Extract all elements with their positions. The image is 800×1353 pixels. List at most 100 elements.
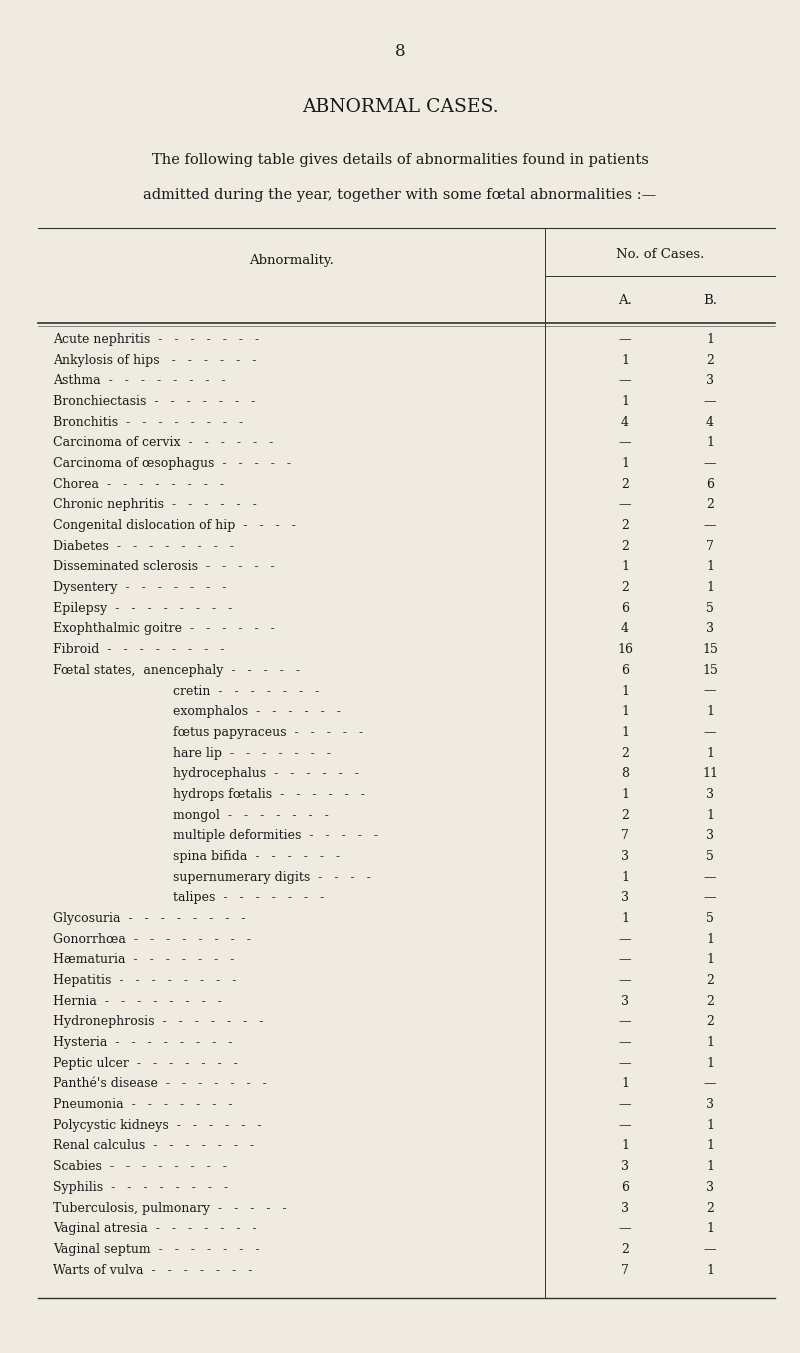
Text: 1: 1 (621, 912, 629, 925)
Text: —: — (704, 870, 716, 884)
Text: Epilepsy  -   -   -   -   -   -   -   -: Epilepsy - - - - - - - - (53, 602, 232, 614)
Text: hare lip  -   -   -   -   -   -   -: hare lip - - - - - - - (173, 747, 331, 759)
Text: —: — (704, 725, 716, 739)
Text: 2: 2 (621, 747, 629, 759)
Text: 6: 6 (621, 664, 629, 676)
Text: 1: 1 (621, 395, 629, 409)
Text: 3: 3 (621, 892, 629, 904)
Text: 1: 1 (621, 1077, 629, 1091)
Text: supernumerary digits  -   -   -   -: supernumerary digits - - - - (173, 870, 370, 884)
Text: 16: 16 (617, 643, 633, 656)
Text: 1: 1 (621, 1139, 629, 1153)
Text: 3: 3 (621, 994, 629, 1008)
Text: 2: 2 (706, 1015, 714, 1028)
Text: 1: 1 (621, 353, 629, 367)
Text: —: — (618, 932, 631, 946)
Text: 6: 6 (706, 478, 714, 491)
Text: —: — (618, 1036, 631, 1049)
Text: —: — (618, 974, 631, 988)
Text: —: — (618, 1119, 631, 1132)
Text: ABNORMAL CASES.: ABNORMAL CASES. (302, 97, 498, 116)
Text: Fœtal states,  anencephaly  -   -   -   -   -: Fœtal states, anencephaly - - - - - (53, 664, 300, 676)
Text: —: — (618, 437, 631, 449)
Text: 7: 7 (621, 829, 629, 843)
Text: 3: 3 (706, 1099, 714, 1111)
Text: 3: 3 (706, 622, 714, 636)
Text: 1: 1 (706, 437, 714, 449)
Text: —: — (618, 333, 631, 346)
Text: 1: 1 (706, 954, 714, 966)
Text: —: — (618, 1099, 631, 1111)
Text: —: — (704, 685, 716, 698)
Text: 1: 1 (706, 580, 714, 594)
Text: 1: 1 (706, 333, 714, 346)
Text: Panthé's disease  -   -   -   -   -   -   -: Panthé's disease - - - - - - - (53, 1077, 266, 1091)
Text: 1: 1 (706, 1057, 714, 1070)
Text: 1: 1 (706, 1160, 714, 1173)
Text: 1: 1 (706, 705, 714, 718)
Text: Carcinoma of cervix  -   -   -   -   -   -: Carcinoma of cervix - - - - - - (53, 437, 274, 449)
Text: 11: 11 (702, 767, 718, 781)
Text: 3: 3 (621, 1201, 629, 1215)
Text: —: — (704, 892, 716, 904)
Text: —: — (618, 1222, 631, 1235)
Text: —: — (704, 1077, 716, 1091)
Text: Disseminated sclerosis  -   -   -   -   -: Disseminated sclerosis - - - - - (53, 560, 274, 574)
Text: 1: 1 (621, 725, 629, 739)
Text: hydrops fœtalis  -   -   -   -   -   -: hydrops fœtalis - - - - - - (173, 787, 365, 801)
Text: Fibroid  -   -   -   -   -   -   -   -: Fibroid - - - - - - - - (53, 643, 224, 656)
Text: fœtus papyraceus  -   -   -   -   -: fœtus papyraceus - - - - - (173, 725, 363, 739)
Text: Renal calculus  -   -   -   -   -   -   -: Renal calculus - - - - - - - (53, 1139, 254, 1153)
Text: 1: 1 (621, 705, 629, 718)
Text: 1: 1 (706, 932, 714, 946)
Text: 2: 2 (706, 994, 714, 1008)
Text: 5: 5 (706, 912, 714, 925)
Text: 1: 1 (621, 685, 629, 698)
Text: 1: 1 (621, 870, 629, 884)
Text: Bronchiectasis  -   -   -   -   -   -   -: Bronchiectasis - - - - - - - (53, 395, 255, 409)
Text: Chorea  -   -   -   -   -   -   -   -: Chorea - - - - - - - - (53, 478, 224, 491)
Text: 1: 1 (706, 747, 714, 759)
Text: 15: 15 (702, 664, 718, 676)
Text: 6: 6 (621, 1181, 629, 1193)
Text: cretin  -   -   -   -   -   -   -: cretin - - - - - - - (173, 685, 319, 698)
Text: 1: 1 (706, 1119, 714, 1132)
Text: —: — (618, 1015, 631, 1028)
Text: 5: 5 (706, 602, 714, 614)
Text: multiple deformities  -   -   -   -   -: multiple deformities - - - - - (173, 829, 378, 843)
Text: —: — (704, 1243, 716, 1256)
Text: —: — (618, 498, 631, 511)
Text: A.: A. (618, 294, 632, 307)
Text: Hydronephrosis  -   -   -   -   -   -   -: Hydronephrosis - - - - - - - (53, 1015, 263, 1028)
Text: 2: 2 (621, 809, 629, 821)
Text: 15: 15 (702, 643, 718, 656)
Text: Gonorrhœa  -   -   -   -   -   -   -   -: Gonorrhœa - - - - - - - - (53, 932, 251, 946)
Text: 4: 4 (706, 415, 714, 429)
Text: —: — (618, 954, 631, 966)
Text: 4: 4 (621, 622, 629, 636)
Text: 1: 1 (706, 1264, 714, 1277)
Text: 2: 2 (621, 540, 629, 553)
Text: exomphalos  -   -   -   -   -   -: exomphalos - - - - - - (173, 705, 341, 718)
Text: No. of Cases.: No. of Cases. (616, 249, 704, 261)
Text: 1: 1 (621, 457, 629, 469)
Text: 3: 3 (706, 829, 714, 843)
Text: Pneumonia  -   -   -   -   -   -   -: Pneumonia - - - - - - - (53, 1099, 233, 1111)
Text: 6: 6 (621, 602, 629, 614)
Text: —: — (704, 520, 716, 532)
Text: 1: 1 (706, 809, 714, 821)
Text: Dysentery  -   -   -   -   -   -   -: Dysentery - - - - - - - (53, 580, 226, 594)
Text: 1: 1 (621, 787, 629, 801)
Text: Hæmaturia  -   -   -   -   -   -   -: Hæmaturia - - - - - - - (53, 954, 234, 966)
Text: hydrocephalus  -   -   -   -   -   -: hydrocephalus - - - - - - (173, 767, 359, 781)
Text: 8: 8 (621, 767, 629, 781)
Text: The following table gives details of abnormalities found in patients: The following table gives details of abn… (151, 153, 649, 166)
Text: Hysteria  -   -   -   -   -   -   -   -: Hysteria - - - - - - - - (53, 1036, 232, 1049)
Text: —: — (618, 1057, 631, 1070)
Text: B.: B. (703, 294, 717, 307)
Text: Bronchitis  -   -   -   -   -   -   -   -: Bronchitis - - - - - - - - (53, 415, 243, 429)
Text: Hepatitis  -   -   -   -   -   -   -   -: Hepatitis - - - - - - - - (53, 974, 236, 988)
Text: 3: 3 (621, 1160, 629, 1173)
Text: 2: 2 (706, 974, 714, 988)
Text: Vaginal septum  -   -   -   -   -   -   -: Vaginal septum - - - - - - - (53, 1243, 259, 1256)
